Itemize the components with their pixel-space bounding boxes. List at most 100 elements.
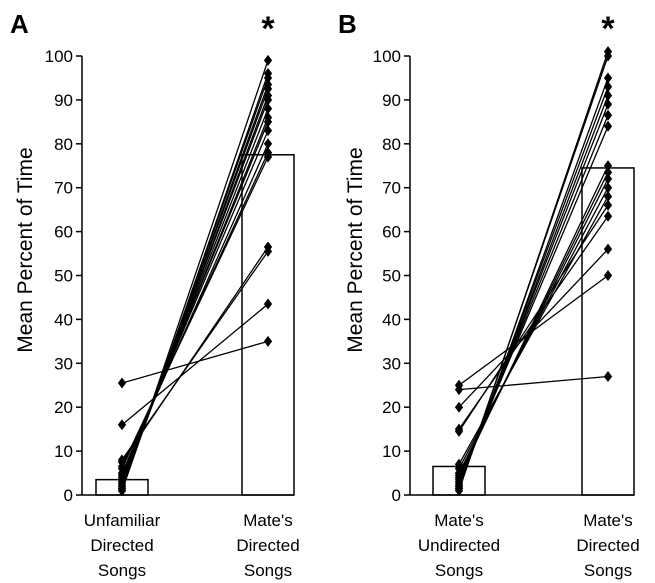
panel-b-category-labels: Mate's Undirected Songs Mate's Directed Songs (418, 511, 640, 580)
panel-a-individual-lines (121, 60, 269, 491)
panel-a-data-point (263, 335, 273, 347)
panel-b-category-label: Directed (576, 536, 639, 555)
panel-b-significance: * (601, 10, 615, 48)
panel-b-y-tick-label: 90 (382, 91, 401, 110)
panel-b-y-tick-label: 20 (382, 398, 401, 417)
panel-b-data-point (454, 384, 464, 396)
panel-b-significance-mark: * (601, 10, 615, 48)
panel-a-individual-line (121, 73, 269, 491)
panel-b-data-point (603, 72, 613, 84)
panel-a-data-point (263, 147, 273, 159)
panel-a-data-point (263, 111, 273, 123)
panel-a-significance-mark: * (261, 10, 275, 48)
panel-a-data-point (117, 377, 127, 389)
panel-a-individual-line (121, 303, 269, 426)
panel-a-y-ticks: 0 10 20 30 40 50 60 70 80 90 100 (45, 47, 82, 505)
panel-b-y-tick-label: 60 (382, 223, 401, 242)
panel-a-data-point (263, 103, 273, 115)
panel-b-data-point (603, 166, 613, 178)
panel-a-y-tick-label: 90 (54, 91, 73, 110)
panel-b-individual-line (458, 77, 609, 489)
panel-b-y-tick-label: 50 (382, 267, 401, 286)
panel-a-y-tick-label: 100 (45, 47, 73, 66)
panel-a-data-point (263, 54, 273, 66)
panel-b-category-label: Songs (584, 561, 632, 580)
panel-a-letter: A (10, 9, 29, 39)
panel-a-category-labels: Unfamiliar Directed Songs Mate's Directed Son… (84, 511, 300, 580)
panel-a-individual-line (121, 340, 269, 384)
panel-a-data-point (263, 298, 273, 310)
panel-b-data-point (603, 98, 613, 110)
panel-b-data-point (603, 210, 613, 222)
panel-b-data-point (603, 81, 613, 93)
panel-a-y-tick-label: 40 (54, 310, 73, 329)
panel-b-data-point (603, 190, 613, 202)
panel-a-bars (95, 154, 295, 496)
panel-a-markers (117, 54, 273, 497)
panel-b-y-tick-label: 30 (382, 354, 401, 373)
panel-a-category-label: Directed (90, 536, 153, 555)
panel-b-data-point (603, 46, 613, 58)
panel-b-data-point (603, 199, 613, 211)
panel-b-data-point (603, 109, 613, 121)
panel-a-data-point (117, 419, 127, 431)
panel-b-data-point (603, 270, 613, 281)
panel-a-bar-2 (241, 154, 295, 496)
panel-b-data-point (454, 485, 464, 497)
panel-b-category-label: Undirected (418, 536, 500, 555)
panel-a-y-tick-label: 70 (54, 179, 73, 198)
panel-b: B Mean Percent of Time 0 10 20 30 40 50 60 70 80… (338, 9, 640, 580)
panel-b-data-point (603, 370, 613, 382)
panel-a-category-label: Directed (236, 536, 299, 555)
panel-a-data-point (263, 138, 273, 150)
panel-b-markers (454, 46, 613, 497)
panel-a-y-tick-label: 50 (54, 267, 73, 286)
panel-b-letter: B (338, 9, 357, 39)
panel-a: A Mean Percent of Time 0 10 20 30 40 50 60 70 80… (10, 9, 300, 580)
panel-a-data-point (263, 90, 273, 102)
panel-a-significance: * (261, 10, 275, 48)
panel-a-data-point (263, 125, 273, 137)
panel-b-data-point (454, 401, 464, 413)
panel-b-y-tick-label: 100 (373, 47, 401, 66)
panel-b-individual-lines (458, 51, 609, 491)
panel-a-individual-line (121, 60, 269, 491)
panel-b-individual-line (458, 375, 609, 391)
panel-a-data-point (263, 68, 273, 80)
panel-a-data-point (117, 485, 127, 497)
panel-b-y-tick-label: 10 (382, 442, 401, 461)
panel-a-category-label: Unfamiliar (84, 511, 161, 530)
panel-a-y-tick-label: 80 (54, 135, 73, 154)
panel-b-y-tick-label: 40 (382, 310, 401, 329)
panel-a-category-label: Mate's (243, 511, 293, 530)
panel-a-y-tick-label: 10 (54, 442, 73, 461)
panel-b-data-point (603, 173, 613, 185)
panel-b-y-ticks: 0 10 20 30 40 50 60 70 80 90 100 (373, 47, 410, 505)
panel-b-data-point (603, 90, 613, 102)
panel-b-data-point (603, 120, 613, 132)
panel-b-data-point (603, 160, 613, 172)
panel-a-y-axis-title: Mean Percent of Time (14, 147, 37, 352)
panel-a-data-point (263, 79, 273, 91)
panel-b-individual-line (458, 204, 609, 432)
panel-b-individual-line (458, 165, 609, 478)
panel-b-category-label: Songs (435, 561, 483, 580)
panel-a-category-label: Songs (244, 561, 292, 580)
panel-b-category-label: Mate's (434, 511, 484, 530)
panel-b-y-axis-title: Mean Percent of Time (344, 147, 367, 352)
panel-a-individual-line (121, 152, 269, 469)
panel-b-data-point (454, 425, 464, 437)
panel-a-y-tick-label: 30 (54, 354, 73, 373)
panel-b-data-point (603, 182, 613, 194)
panel-a-y-tick-label: 60 (54, 223, 73, 242)
panel-a-y-tick-label: 0 (64, 486, 73, 505)
panel-b-y-tick-label: 70 (382, 179, 401, 198)
panel-b-category-label: Mate's (583, 511, 633, 530)
panel-a-y-tick-label: 20 (54, 398, 73, 417)
panel-b-y-tick-label: 80 (382, 135, 401, 154)
panel-a-data-point (263, 241, 273, 253)
panel-a-category-label: Songs (98, 561, 146, 580)
panel-a-individual-line (121, 246, 269, 463)
panel-b-y-tick-label: 0 (392, 486, 401, 505)
